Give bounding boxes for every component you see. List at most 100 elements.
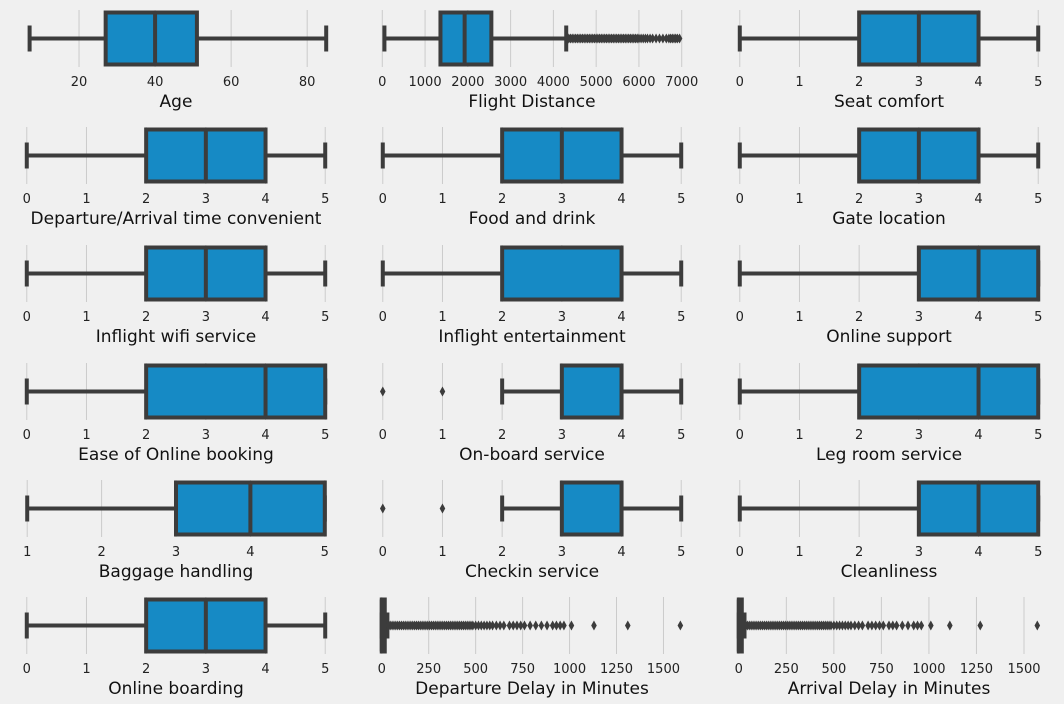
iqr-box xyxy=(103,10,199,67)
tick-label: 7000 xyxy=(665,75,698,90)
subplot-17: 0 250 500 750 1000 1250 1500 Arrival Delay in M… xyxy=(735,597,1041,699)
tick-label: 60 xyxy=(223,75,240,90)
tick-label: 4000 xyxy=(537,75,570,90)
x-axis-label: Flight Distance xyxy=(468,92,595,112)
outlier-point xyxy=(568,620,575,631)
tick-label: 4 xyxy=(617,192,625,207)
tick-label: 5 xyxy=(321,192,329,207)
outlier-point xyxy=(475,620,482,631)
outlier-point xyxy=(848,620,854,631)
outlier-point xyxy=(886,620,892,631)
tick-label: 2000 xyxy=(451,75,484,90)
tick-label: 1 xyxy=(795,428,803,443)
outlier-point xyxy=(890,620,896,631)
tick-label: 1500 xyxy=(647,662,680,677)
tick-label: 3 xyxy=(558,310,566,325)
subplot-16: 0 250 500 750 1000 1250 1500 Departure Delay in… xyxy=(378,597,684,699)
subplot-13: 0 1 2 3 4 5 Checkin service xyxy=(379,480,685,582)
tick-label: 0 xyxy=(23,310,31,325)
subplot-2: 0 1 2 3 4 5 Seat comfort xyxy=(736,10,1042,112)
tick-label: 0 xyxy=(736,192,744,207)
outlier-point xyxy=(910,620,917,631)
outlier-point xyxy=(656,33,663,44)
subplot-15: 0 1 2 3 4 5 Online boarding xyxy=(23,597,329,699)
outlier-point xyxy=(833,620,840,631)
tick-label: 3000 xyxy=(494,75,527,90)
tick-label: 80 xyxy=(299,75,316,90)
tick-label: 2 xyxy=(142,310,150,325)
x-axis-label: Baggage handling xyxy=(99,562,254,582)
outlier-point xyxy=(905,620,911,631)
tick-label: 4 xyxy=(261,428,269,443)
tick-label: 5000 xyxy=(580,75,613,90)
outlier-point xyxy=(624,620,631,631)
tick-label: 0 xyxy=(378,662,386,677)
tick-label: 4 xyxy=(617,428,625,443)
tick-label: 2 xyxy=(498,310,506,325)
tick-label: 750 xyxy=(869,662,894,677)
x-axis-label: On-board service xyxy=(459,445,605,465)
tick-label: 750 xyxy=(510,662,535,677)
x-axis-label: Online support xyxy=(826,327,952,347)
subplot-0: 20 40 60 80 Age xyxy=(27,10,329,112)
tick-label: 20 xyxy=(71,75,88,90)
outlier-point xyxy=(914,620,921,631)
outlier-point xyxy=(527,620,533,631)
tick-label: 1 xyxy=(438,428,446,443)
tick-label: 3 xyxy=(558,545,566,560)
tick-label: 4 xyxy=(974,545,982,560)
tick-label: 3 xyxy=(915,545,923,560)
outlier-point xyxy=(484,620,490,631)
outlier-point xyxy=(1034,620,1041,631)
tick-label: 5 xyxy=(677,545,685,560)
subplot-6: 0 1 2 3 4 5 Inflight wifi service xyxy=(23,245,329,347)
outlier-point xyxy=(379,503,386,514)
subplot-12: 1 2 3 4 5 Baggage handling xyxy=(23,480,329,582)
outlier-point xyxy=(478,620,485,631)
outlier-point xyxy=(493,620,500,631)
tick-label: 0 xyxy=(379,545,387,560)
tick-label: 5 xyxy=(321,545,329,560)
tick-label: 3 xyxy=(202,662,210,677)
x-axis-label: Ease of Online booking xyxy=(78,445,274,465)
tick-label: 4 xyxy=(261,192,269,207)
tick-label: 5 xyxy=(1034,192,1042,207)
outlier-point xyxy=(676,33,683,44)
outlier-point xyxy=(439,503,446,514)
x-axis-label: Departure Delay in Minutes xyxy=(415,679,649,699)
outlier-point xyxy=(379,386,386,397)
tick-label: 3 xyxy=(202,310,210,325)
outlier-point xyxy=(532,620,539,631)
outlier-point xyxy=(538,620,545,631)
tick-label: 2 xyxy=(498,428,506,443)
outlier-point xyxy=(561,620,567,631)
outlier-point xyxy=(649,33,656,44)
tick-label: 4 xyxy=(261,662,269,677)
tick-label: 4 xyxy=(974,192,982,207)
x-axis-label: Inflight entertainment xyxy=(438,327,626,347)
outlier-point xyxy=(918,620,925,631)
tick-label: 4 xyxy=(974,428,982,443)
tick-label: 1 xyxy=(438,545,446,560)
tick-label: 0 xyxy=(735,662,743,677)
tick-label: 1500 xyxy=(1007,662,1040,677)
tick-label: 3 xyxy=(202,192,210,207)
tick-label: 0 xyxy=(736,310,744,325)
tick-label: 1 xyxy=(82,662,90,677)
outlier-point xyxy=(677,620,684,631)
tick-label: 3 xyxy=(915,192,923,207)
tick-label: 6000 xyxy=(622,75,655,90)
subplot-14: 0 1 2 3 4 5 Cleanliness xyxy=(736,480,1042,582)
tick-label: 1 xyxy=(795,310,803,325)
outlier-point xyxy=(439,386,446,397)
outlier-point xyxy=(828,620,834,631)
tick-label: 4 xyxy=(974,75,982,90)
outlier-point xyxy=(514,620,520,631)
tick-label: 2 xyxy=(142,662,150,677)
tick-label: 2 xyxy=(855,192,863,207)
tick-label: 1000 xyxy=(553,662,586,677)
subplot-1: 0 1000 2000 3000 4000 5000 6000 7000 Flight Dist… xyxy=(378,10,698,112)
outlier-point xyxy=(859,620,866,631)
